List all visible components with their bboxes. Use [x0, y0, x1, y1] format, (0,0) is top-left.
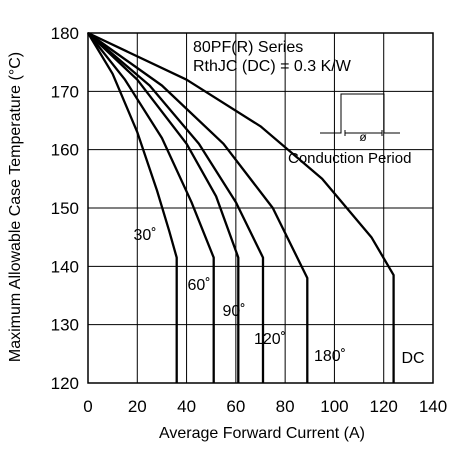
- series-label-1: 30˚: [133, 227, 156, 244]
- series-label-5: 180˚: [314, 348, 346, 365]
- x-tick-label: 140: [419, 397, 447, 416]
- series-label-3: 90˚: [222, 303, 245, 320]
- conduction-period-icon: [320, 93, 400, 134]
- conduction-period-label: Conduction Period: [288, 150, 411, 167]
- x-tick-label: 80: [276, 397, 295, 416]
- series-name-annotation: 80PF(R) Series: [193, 39, 303, 56]
- y-axis-label: Maximum Allowable Case Temperature (°C): [7, 52, 24, 362]
- conduction-phi-label: ø: [359, 130, 367, 144]
- x-axis-label: Average Forward Current (A): [159, 425, 365, 442]
- y-tick-label: 180: [51, 24, 79, 43]
- series-line-3: [87, 32, 240, 383]
- series-label-4: 120˚: [254, 331, 286, 348]
- y-tick-label: 150: [51, 199, 79, 218]
- y-tick-label: 130: [51, 316, 79, 335]
- series-label-2: 60˚: [187, 277, 210, 294]
- y-tick-label: 120: [51, 374, 79, 393]
- conduction-period-marker: [344, 130, 383, 136]
- x-tick-label: 120: [370, 397, 398, 416]
- y-tick-label: 160: [51, 141, 79, 160]
- series-label-6: DC: [401, 350, 424, 367]
- series-line-2: [87, 32, 215, 383]
- y-tick-label: 140: [51, 257, 79, 276]
- plot-frame: [87, 32, 434, 384]
- x-tick-label: 0: [83, 397, 92, 416]
- series-line-6: [87, 31, 395, 383]
- y-tick-label: 170: [51, 82, 79, 101]
- x-tick-label: 100: [320, 397, 348, 416]
- x-tick-label: 60: [226, 397, 245, 416]
- thermal-resistance-annotation: RthJC (DC) = 0.3 K/W: [193, 58, 352, 75]
- x-tick-label: 20: [128, 397, 147, 416]
- series-line-4: [87, 32, 265, 383]
- x-tick-label: 40: [177, 397, 196, 416]
- series-line-5: [87, 32, 309, 383]
- series-line-1: [87, 32, 178, 383]
